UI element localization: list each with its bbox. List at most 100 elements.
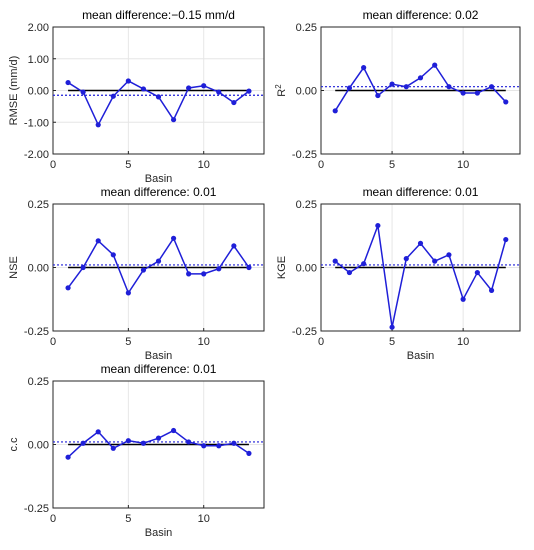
- data-point: [95, 122, 101, 128]
- chart-title: mean difference:−0.15 mm/d: [82, 8, 235, 22]
- x-axis-label: Basin: [145, 527, 173, 539]
- chart-panel-5: 0 5 10 0.25 0.00 -0.25 mean difference: 0.01 Ba…: [8, 362, 265, 539]
- data-point: [246, 88, 252, 94]
- data-point: [346, 269, 353, 276]
- y-tick-label: -2.00: [24, 149, 49, 161]
- x-tick-label: 0: [50, 336, 56, 348]
- data-point: [216, 266, 222, 272]
- x-tick-label: 0: [50, 513, 56, 525]
- x-tick-label: 5: [125, 336, 131, 348]
- data-point: [432, 62, 438, 68]
- data-point: [80, 440, 86, 446]
- data-point: [186, 271, 192, 277]
- data-point: [140, 440, 147, 446]
- y-tick-label: -0.25: [24, 503, 49, 515]
- x-tick-label: 10: [198, 159, 210, 171]
- data-point: [140, 86, 147, 92]
- x-tick-label: 5: [125, 159, 131, 171]
- data-point: [65, 285, 71, 291]
- y-tick-label: 2.00: [28, 22, 49, 34]
- data-point: [446, 84, 452, 90]
- data-point: [231, 243, 237, 249]
- data-point: [201, 271, 207, 277]
- data-point: [110, 93, 116, 99]
- chart-panel-4: 0 5 10 0.25 0.00 -0.25 mean difference: 0.01 Ba…: [276, 185, 521, 362]
- data-point: [231, 99, 237, 106]
- data-point: [155, 94, 162, 100]
- chart-title: mean difference: 0.01: [363, 185, 479, 199]
- data-point: [201, 443, 207, 449]
- data-point: [361, 261, 367, 267]
- y-axis-label: c.c: [8, 437, 20, 452]
- y-tick-label: 0.00: [296, 263, 317, 275]
- y-tick-label: -0.25: [292, 149, 317, 161]
- data-point: [216, 89, 222, 95]
- data-point: [417, 75, 424, 81]
- x-tick-label: 0: [50, 159, 56, 171]
- x-axis-label: Basin: [145, 350, 173, 362]
- data-point: [488, 287, 495, 293]
- data-point: [95, 238, 101, 244]
- data-point: [246, 264, 252, 271]
- x-tick-label: 5: [389, 336, 395, 348]
- data-point: [95, 429, 101, 435]
- data-point: [389, 324, 395, 330]
- data-point: [125, 438, 131, 444]
- x-tick-label: 5: [125, 513, 131, 525]
- x-tick-label: 10: [457, 336, 469, 348]
- y-tick-label: -1.00: [24, 117, 49, 129]
- data-point: [186, 85, 192, 91]
- data-point: [332, 108, 338, 114]
- x-tick-label: 0: [318, 159, 324, 171]
- data-point: [201, 83, 207, 89]
- chart-panel-3: 0 5 10 0.25 0.00 -0.25 mean difference: 0.01 Ba…: [8, 185, 265, 362]
- data-point: [503, 99, 509, 105]
- data-point: [432, 258, 438, 264]
- y-tick-label: 0.00: [28, 263, 49, 275]
- y-tick-label: 0.25: [296, 199, 317, 211]
- data-point: [110, 445, 116, 451]
- y-axis-label: NSE: [8, 256, 20, 279]
- x-axis-label: Basin: [407, 350, 435, 362]
- data-point: [125, 78, 131, 84]
- y-tick-label: 0.25: [28, 376, 49, 388]
- data-point: [361, 65, 367, 71]
- data-point: [332, 258, 338, 264]
- data-point: [403, 256, 409, 262]
- y-tick-label: 0.00: [28, 440, 49, 452]
- data-point: [170, 117, 177, 123]
- y-axis-label: KGE: [276, 256, 288, 279]
- y-tick-label: 0.00: [296, 86, 317, 98]
- data-point: [125, 290, 131, 296]
- y-tick-label: 0.00: [28, 86, 49, 98]
- y-axis-label: RMSE (mm/d): [8, 56, 20, 126]
- data-point: [65, 454, 71, 460]
- y-axis-label-superscript: 2: [274, 84, 283, 89]
- x-tick-label: 10: [198, 336, 210, 348]
- data-point: [446, 252, 452, 258]
- data-point: [140, 267, 147, 273]
- data-point: [346, 85, 353, 91]
- data-point: [389, 81, 395, 87]
- chart-title: mean difference: 0.02: [363, 8, 479, 22]
- data-point: [246, 450, 252, 456]
- x-axis-label: Basin: [145, 173, 173, 185]
- data-point: [110, 252, 116, 258]
- data-point: [474, 269, 480, 276]
- data-point: [155, 258, 162, 264]
- chart-panel-1: 0 5 10 2.00 1.00 0.00 -1.00 -2.00 mean differenc…: [8, 8, 265, 185]
- data-point: [155, 435, 162, 441]
- data-point: [460, 90, 466, 96]
- data-point: [474, 90, 480, 96]
- data-point: [375, 92, 381, 99]
- y-tick-label: -0.25: [292, 326, 317, 338]
- x-tick-label: 5: [389, 159, 395, 171]
- y-tick-label: 1.00: [28, 54, 49, 66]
- data-point: [231, 440, 237, 446]
- data-point: [80, 89, 86, 95]
- y-tick-label: 0.25: [28, 199, 49, 211]
- chart-panel-2: 0 5 10 0.25 0.00 -0.25 mean difference: 0.02 R2: [274, 8, 521, 171]
- data-point: [460, 296, 466, 302]
- x-tick-label: 10: [198, 513, 210, 525]
